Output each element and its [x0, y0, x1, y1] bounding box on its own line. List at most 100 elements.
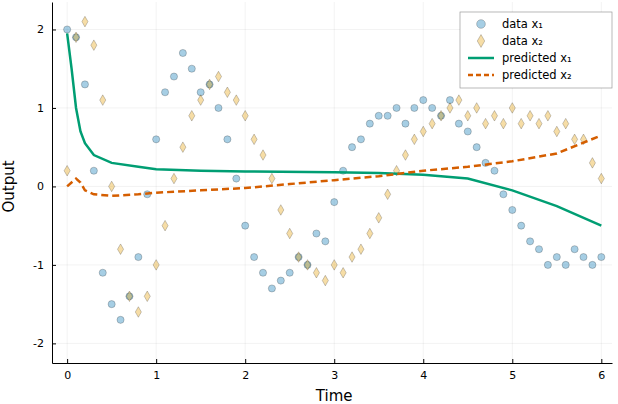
- point: [108, 301, 115, 308]
- point: [170, 73, 177, 80]
- point: [349, 252, 355, 263]
- tick: -2: [33, 337, 56, 350]
- line: [67, 33, 601, 225]
- legend-label: data x₂: [502, 34, 543, 48]
- point: [233, 95, 239, 106]
- point: [385, 189, 391, 200]
- point: [384, 112, 391, 119]
- point: [286, 269, 293, 276]
- tick-label: 2: [37, 23, 44, 36]
- point: [563, 118, 569, 129]
- axis-line: [53, 363, 613, 364]
- legend: data x₁ data x₂ predicted x₁ predicted x₂: [460, 12, 612, 88]
- tick-label: -2: [33, 337, 44, 350]
- point: [411, 134, 417, 145]
- point: [357, 136, 364, 143]
- point: [135, 253, 142, 260]
- point: [82, 16, 88, 27]
- point: [598, 173, 604, 184]
- point: [189, 111, 195, 122]
- x-axis-title: Time: [315, 387, 353, 404]
- legend-label: predicted x₁: [502, 51, 572, 65]
- point: [242, 222, 249, 229]
- tick-mark: [52, 265, 56, 266]
- point: [358, 244, 364, 255]
- legend-box: [460, 12, 612, 88]
- point: [153, 260, 159, 271]
- tick-label: -1: [33, 259, 44, 272]
- x-axis: 0123456: [53, 359, 613, 382]
- point: [527, 238, 534, 245]
- tick-mark: [334, 359, 335, 363]
- tick-label: 1: [37, 102, 44, 115]
- point: [90, 167, 97, 174]
- legend-label: data x₁: [502, 17, 543, 31]
- point: [429, 104, 436, 111]
- tick: 5: [509, 359, 516, 382]
- point: [224, 87, 230, 98]
- point: [118, 244, 124, 255]
- point: [259, 269, 266, 276]
- grid-line: [52, 343, 612, 344]
- grid-line: [67, 2, 68, 363]
- point: [447, 103, 453, 114]
- point: [153, 136, 160, 143]
- point: [188, 65, 195, 72]
- point: [287, 228, 293, 239]
- point: [91, 40, 97, 51]
- tick-mark: [512, 359, 513, 363]
- tick-mark: [156, 359, 157, 363]
- point: [100, 95, 106, 106]
- point: [99, 269, 106, 276]
- tick-mark: [52, 186, 56, 187]
- grid-line: [52, 107, 612, 108]
- point: [135, 307, 141, 318]
- axis-line: [52, 3, 53, 364]
- point: [562, 261, 569, 268]
- legend-symbol: [477, 35, 484, 48]
- point: [474, 103, 480, 114]
- point: [268, 285, 275, 292]
- point: [322, 275, 328, 286]
- point: [215, 71, 221, 82]
- tick-mark: [245, 359, 246, 363]
- tick-mark: [52, 343, 56, 344]
- point: [73, 32, 79, 43]
- point: [554, 126, 560, 137]
- point: [500, 118, 506, 129]
- tick: 4: [420, 359, 427, 382]
- tick: 2: [37, 23, 56, 36]
- grid-line: [423, 2, 424, 363]
- point: [580, 253, 587, 260]
- point: [179, 49, 186, 56]
- tick-label: 2: [242, 369, 249, 382]
- point: [322, 238, 329, 245]
- point: [491, 167, 498, 174]
- grid-line: [156, 2, 157, 363]
- point: [535, 246, 542, 253]
- point: [375, 112, 382, 119]
- tick: -1: [33, 259, 56, 272]
- point: [589, 261, 596, 268]
- point: [162, 220, 168, 231]
- point: [304, 260, 310, 271]
- point: [233, 175, 240, 182]
- point: [224, 136, 231, 143]
- point: [464, 128, 471, 135]
- point: [109, 181, 115, 192]
- point: [598, 253, 605, 260]
- point: [331, 260, 337, 271]
- line: [67, 135, 601, 195]
- tick-label: 0: [64, 369, 71, 382]
- tick-mark: [67, 359, 68, 363]
- point: [278, 205, 284, 216]
- point: [313, 267, 319, 278]
- point: [64, 165, 70, 176]
- point: [553, 253, 560, 260]
- point: [348, 144, 355, 151]
- legend-label: predicted x₂: [502, 68, 572, 82]
- tick: 1: [153, 359, 160, 382]
- tick-label: 0: [37, 180, 44, 193]
- point: [207, 79, 213, 90]
- point: [393, 104, 400, 111]
